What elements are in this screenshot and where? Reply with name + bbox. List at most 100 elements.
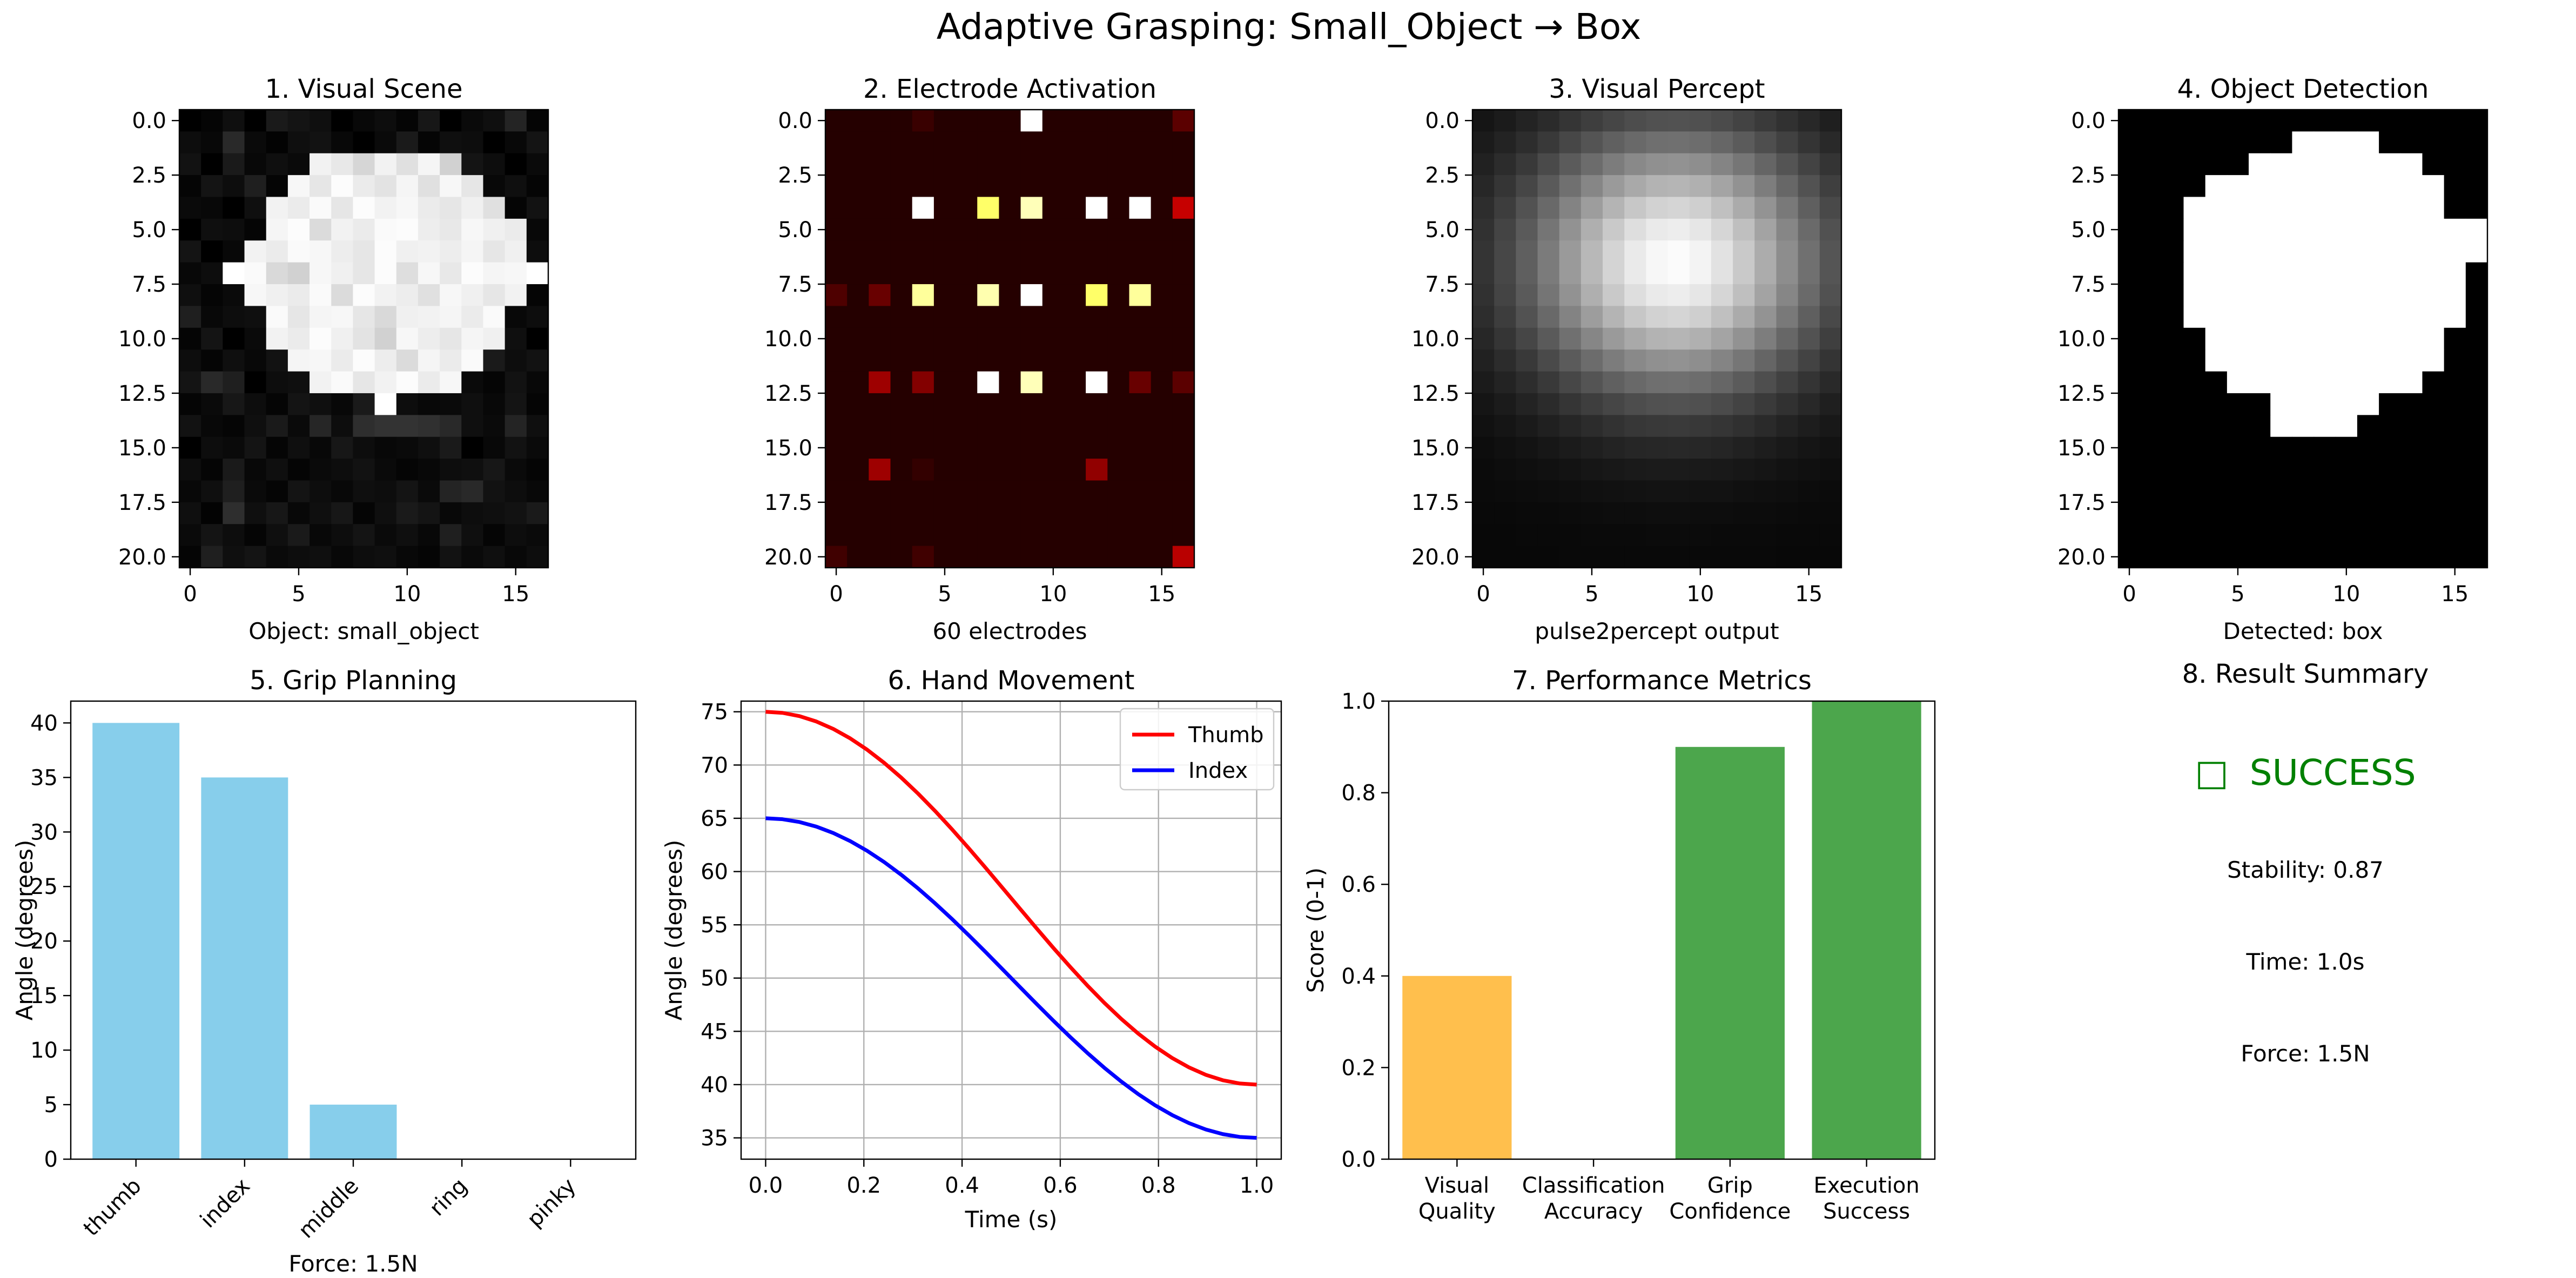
heatmap-cell (266, 436, 288, 459)
heatmap-cell (1020, 436, 1043, 459)
heatmap-cell (1667, 436, 1690, 459)
heatmap-cell (1107, 436, 1130, 459)
heatmap-cell (374, 371, 397, 394)
heatmap-cell (1798, 436, 1820, 459)
heatmap-cell (2270, 284, 2293, 307)
heatmap-cell (1776, 436, 1799, 459)
heatmap-cell (2313, 371, 2336, 394)
heatmap-cell (440, 415, 462, 438)
heatmap-cell (1494, 197, 1516, 219)
heatmap-cell (977, 415, 1000, 438)
x-tick-label: 5 (2231, 582, 2244, 607)
heatmap-cell (310, 284, 332, 307)
heatmap-cell (2400, 284, 2423, 307)
heatmap-cell (2313, 153, 2336, 176)
y-tick-label: 1.0 (1341, 689, 1376, 714)
heatmap-cell (418, 393, 440, 415)
heatmap-cell (1754, 546, 1777, 568)
heatmap-cell (440, 393, 462, 415)
heatmap-cell (2465, 131, 2488, 154)
heatmap-cell (2227, 218, 2249, 241)
heatmap-cell (933, 131, 956, 154)
heatmap-cell (1064, 480, 1086, 503)
heatmap-cell (1580, 393, 1603, 415)
heatmap-cell (1472, 197, 1495, 219)
heatmap-cell (1689, 110, 1712, 132)
heatmap-cell (374, 218, 397, 241)
heatmap-cell (1494, 306, 1516, 328)
heatmap-cell (999, 349, 1021, 372)
heatmap-cell (1537, 306, 1560, 328)
heatmap-cell (1516, 175, 1538, 198)
heatmap-cell (2270, 218, 2293, 241)
heatmap-cell (2205, 306, 2228, 328)
heatmap-cell (2227, 371, 2249, 394)
heatmap-cell (847, 131, 869, 154)
y-tick-label: 7.5 (132, 272, 166, 297)
heatmap-cell (505, 349, 527, 372)
heatmap-cell (223, 480, 245, 503)
heatmap-cell (505, 436, 527, 459)
heatmap-cell (526, 284, 549, 307)
heatmap-cell (2227, 480, 2249, 503)
heatmap-cell (1020, 131, 1043, 154)
heatmap-cell (956, 436, 978, 459)
heatmap-cell (1151, 284, 1173, 307)
heatmap-cell (847, 546, 869, 568)
heatmap-cell (396, 393, 419, 415)
heatmap-cell (2379, 371, 2401, 394)
heatmap-cell (1537, 436, 1560, 459)
heatmap-cell (933, 502, 956, 524)
heatmap-cell (1151, 371, 1173, 394)
heatmap-cell (1086, 284, 1108, 307)
heatmap-cell (2292, 153, 2315, 176)
heatmap-cell (1494, 371, 1516, 394)
heatmap-cell (1667, 546, 1690, 568)
heatmap-cell (2444, 393, 2466, 415)
heatmap-cell (2444, 197, 2466, 219)
heatmap-cell (999, 459, 1021, 481)
heatmap-cell (1819, 546, 1842, 568)
heatmap-cell (956, 284, 978, 307)
heatmap-cell (1516, 436, 1538, 459)
y-tick-label: 7.5 (1425, 272, 1459, 297)
heatmap-cell (2270, 153, 2293, 176)
heatmap-cell (1603, 371, 1625, 394)
heatmap-cell (201, 393, 223, 415)
heatmap-cell (1494, 415, 1516, 438)
heatmap-cell (2422, 524, 2445, 547)
y-tick-label: 5.0 (132, 218, 166, 243)
heatmap-cell (1603, 131, 1625, 154)
heatmap-cell (418, 327, 440, 350)
heatmap-cell (890, 218, 913, 241)
x-tick-label: Success (1823, 1199, 1910, 1224)
heatmap-cell (2249, 459, 2271, 481)
heatmap-cell (1042, 524, 1065, 547)
heatmap-cell (1516, 480, 1538, 503)
heatmap-cell (890, 240, 913, 263)
x-tick-label: 0 (829, 582, 843, 607)
y-axis-label: Score (0-1) (1302, 867, 1329, 993)
heatmap-cell (1494, 480, 1516, 503)
heatmap-cell (1516, 415, 1538, 438)
heatmap-cell (2205, 546, 2228, 568)
heatmap-cell (244, 459, 267, 481)
heatmap-cell (461, 393, 484, 415)
heatmap-cell (2205, 393, 2228, 415)
heatmap-cell (1064, 240, 1086, 263)
heatmap-cell (2249, 240, 2271, 263)
heatmap-cell (2422, 153, 2445, 176)
heatmap-cell (461, 284, 484, 307)
heatmap-cell (287, 480, 310, 503)
heatmap-cell (2183, 459, 2206, 481)
heatmap-cell (2379, 480, 2401, 503)
heatmap-cell (526, 327, 549, 350)
heatmap-cell (461, 524, 484, 547)
heatmap-cell (2422, 197, 2445, 219)
heatmap-cell (1624, 436, 1647, 459)
heatmap-cell (2400, 153, 2423, 176)
heatmap-cells (825, 110, 1195, 568)
heatmap-cell (933, 480, 956, 503)
heatmap-cell (1603, 153, 1625, 176)
heatmap-cell (912, 240, 934, 263)
